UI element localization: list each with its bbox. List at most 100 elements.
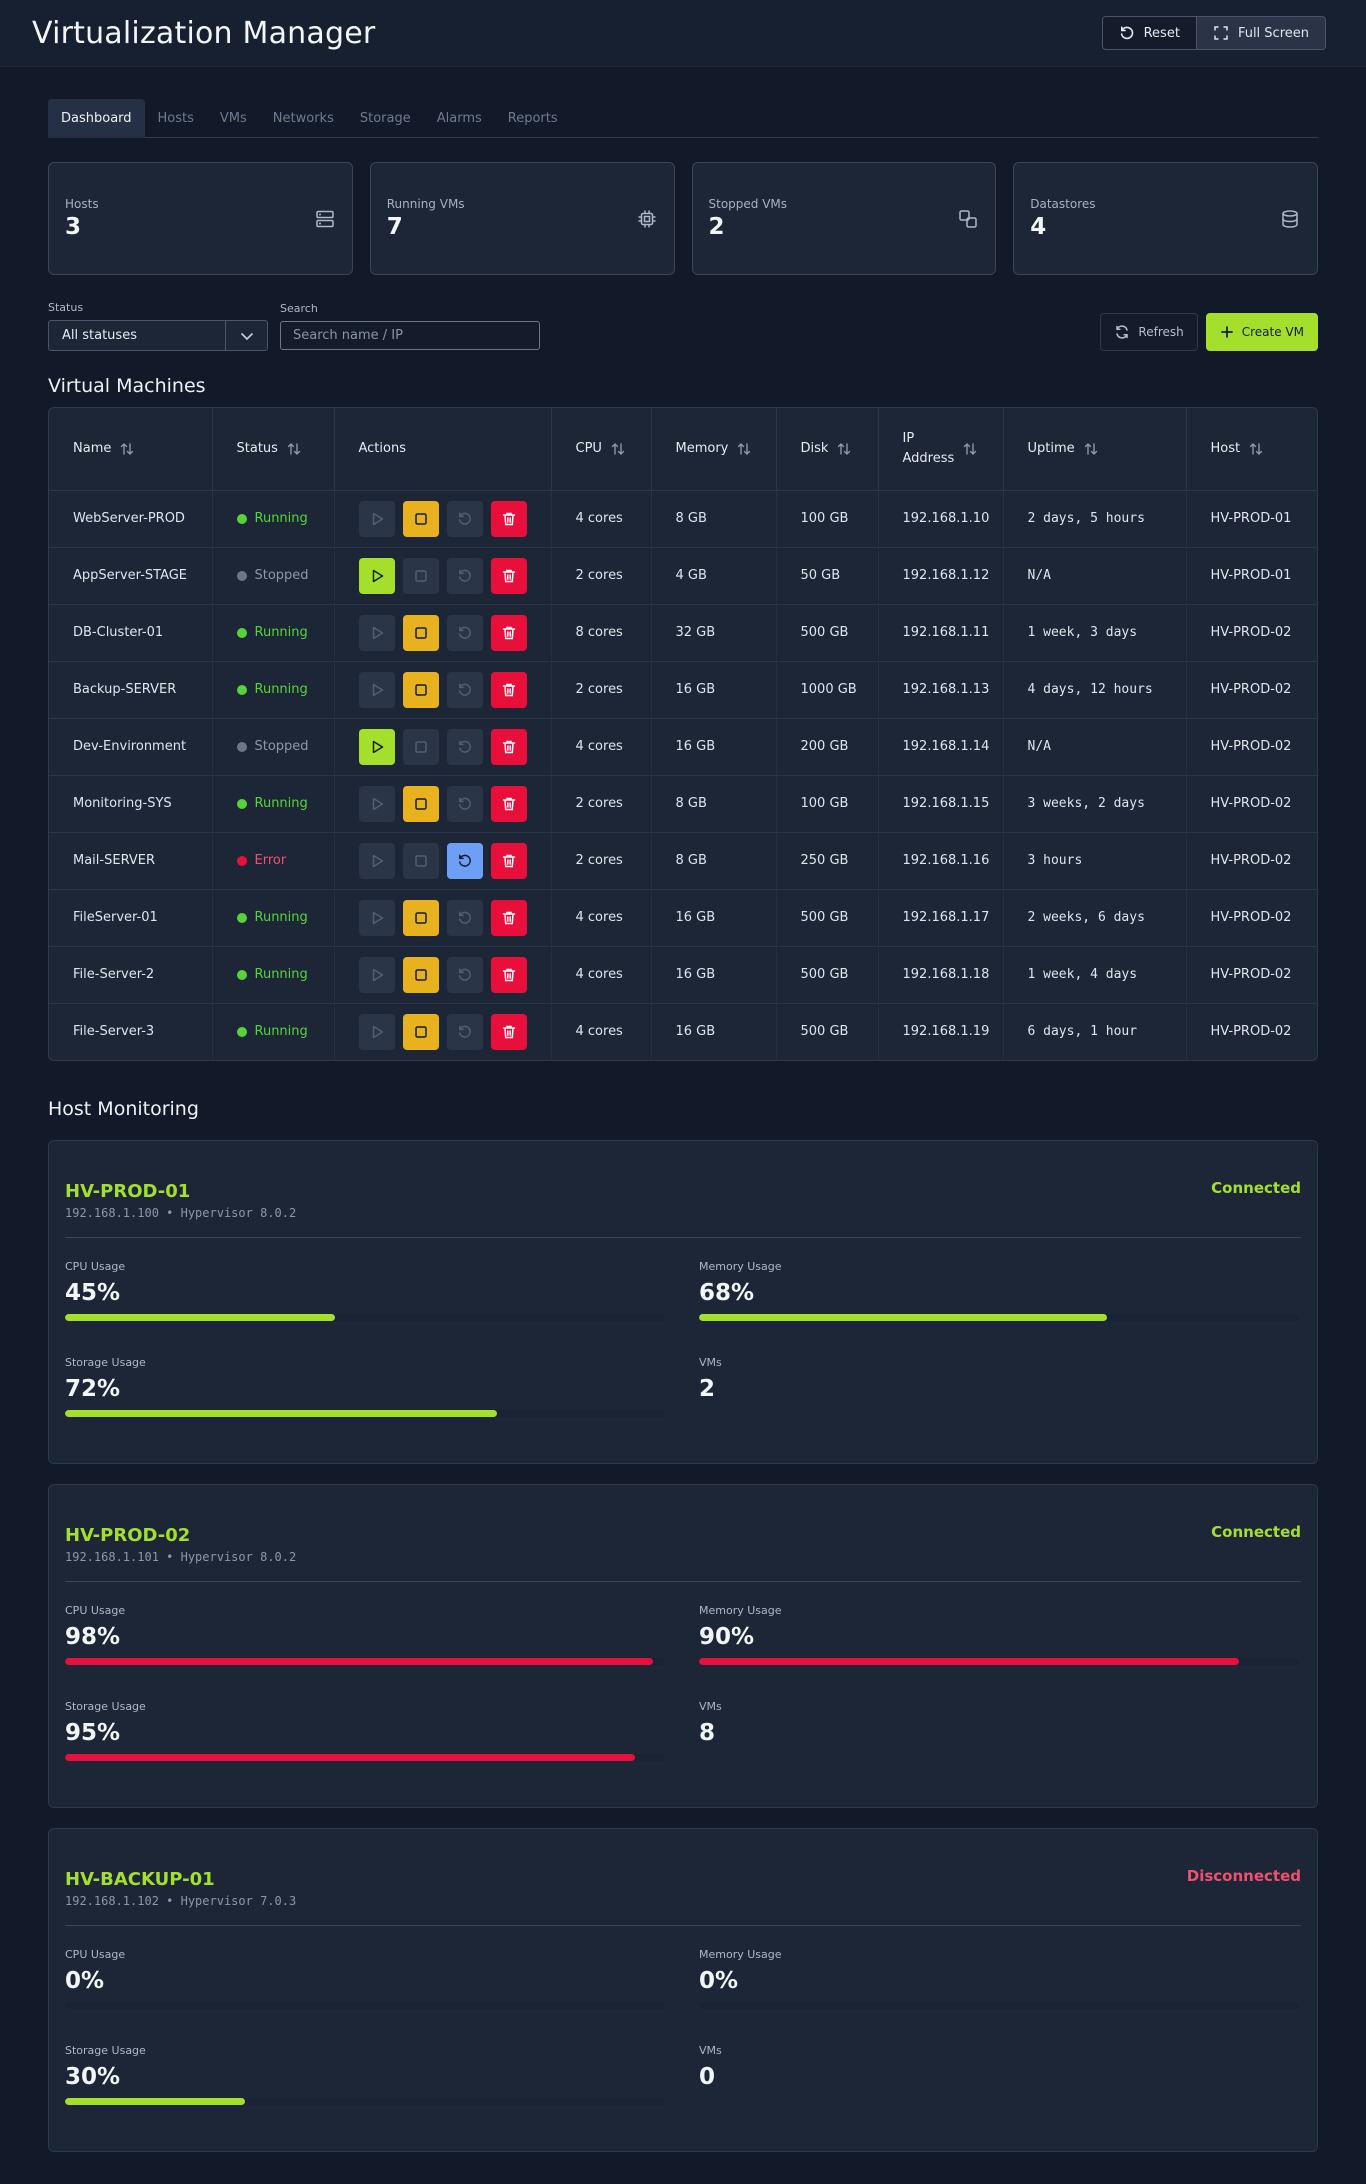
start-button[interactable] — [358, 671, 395, 708]
table-row[interactable]: File-Server-2 Running 4 cores 16 GB 500 GB 19… — [49, 946, 1317, 1004]
restart-button[interactable] — [446, 1013, 483, 1050]
metric-vms: VMs 0 — [699, 2044, 1299, 2090]
start-button[interactable] — [358, 1013, 395, 1050]
stop-button[interactable] — [402, 956, 439, 993]
start-button[interactable] — [358, 899, 395, 936]
delete-button[interactable] — [490, 785, 527, 822]
stat-cards: Hosts 3 Running VMs 7 Stopped VMs 2 Datastores… — [48, 162, 1318, 275]
delete-button[interactable] — [490, 557, 527, 594]
play-icon — [369, 796, 385, 812]
col-header-host[interactable]: Host — [1186, 408, 1317, 491]
delete-button[interactable] — [490, 956, 527, 993]
stop-button[interactable] — [402, 500, 439, 537]
table-row[interactable]: Backup-SERVER Running 2 cores 16 GB 1000 GB 1… — [49, 661, 1317, 719]
stop-button[interactable] — [402, 785, 439, 822]
table-row[interactable]: AppServer-STAGE Stopped 2 cores 4 GB 50 GB 19… — [49, 547, 1317, 605]
vm-name: AppServer-STAGE — [49, 547, 213, 605]
tab-reports[interactable]: Reports — [507, 111, 558, 126]
restart-button[interactable] — [446, 500, 483, 537]
stop-button[interactable] — [402, 557, 439, 594]
tab-storage[interactable]: Storage — [359, 111, 411, 126]
delete-button[interactable] — [490, 899, 527, 936]
tab-hosts[interactable]: Hosts — [157, 111, 194, 126]
tab-dashboard[interactable]: Dashboard — [48, 99, 145, 138]
tab-vms[interactable]: VMs — [219, 111, 247, 126]
col-header-name[interactable]: Name — [49, 408, 213, 491]
status-text: Running — [254, 967, 308, 982]
metric-value: 8 — [699, 1720, 716, 1746]
restart-button[interactable] — [446, 728, 483, 765]
stop-button[interactable] — [402, 728, 439, 765]
delete-button[interactable] — [490, 614, 527, 651]
restart-button[interactable] — [446, 671, 483, 708]
delete-button[interactable] — [490, 728, 527, 765]
table-row[interactable]: File-Server-3 Running 4 cores 16 GB 500 GB 19… — [49, 1003, 1317, 1060]
trash-icon — [501, 796, 517, 812]
vm-cpu: 4 cores — [551, 490, 652, 548]
vm-disk: 50 GB — [776, 547, 879, 605]
vm-memory: 32 GB — [651, 604, 777, 662]
table-row[interactable]: Dev-Environment Stopped 4 cores 16 GB 200 GB… — [49, 718, 1317, 776]
create-vm-button[interactable]: Create VM — [1205, 313, 1318, 351]
stat-value: 4 — [1030, 214, 1047, 240]
main-content: Dashboard Hosts VMs Networks Storage Alarms Re… — [0, 67, 1366, 2152]
fullscreen-button[interactable]: Full Screen — [1196, 16, 1326, 50]
host-card: HV-BACKUP-01 192.168.1.102 • Hypervisor 7… — [48, 1828, 1318, 2152]
status-dot — [236, 741, 247, 752]
host-meta: 192.168.1.100 • Hypervisor 8.0.2 — [65, 1206, 297, 1220]
table-row[interactable]: DB-Cluster-01 Running 8 cores 32 GB 500 GB 19… — [49, 604, 1317, 662]
start-button[interactable] — [358, 842, 395, 879]
stop-button[interactable] — [402, 671, 439, 708]
vm-ip: 192.168.1.18 — [878, 946, 1004, 1004]
play-icon — [369, 511, 385, 527]
start-button[interactable] — [358, 956, 395, 993]
sort-icon — [1084, 442, 1097, 455]
tab-alarms[interactable]: Alarms — [436, 111, 482, 126]
start-button[interactable] — [358, 785, 395, 822]
restart-button[interactable] — [446, 614, 483, 651]
delete-button[interactable] — [490, 1013, 527, 1050]
vm-ip: 192.168.1.15 — [878, 775, 1004, 833]
vm-memory: 16 GB — [651, 889, 777, 947]
col-header-ip[interactable]: IP Address — [878, 408, 1004, 491]
plus-icon — [1220, 326, 1233, 338]
vm-cpu: 8 cores — [551, 604, 652, 662]
table-row[interactable]: Monitoring-SYS Running 2 cores 8 GB 100 GB 19… — [49, 775, 1317, 833]
start-button[interactable] — [358, 500, 395, 537]
stop-button[interactable] — [402, 842, 439, 879]
stop-button[interactable] — [402, 614, 439, 651]
restart-button[interactable] — [446, 842, 483, 879]
table-row[interactable]: WebServer-PROD Running 4 cores 8 GB 100 GB 19… — [49, 490, 1317, 548]
restart-button[interactable] — [446, 899, 483, 936]
status-select[interactable]: All statuses — [48, 320, 268, 351]
col-header-cpu[interactable]: CPU — [551, 408, 652, 491]
stat-label: Datastores — [1030, 197, 1096, 211]
delete-button[interactable] — [490, 842, 527, 879]
tab-bar: Dashboard Hosts VMs Networks Storage Alarms Re… — [48, 99, 1318, 138]
refresh-button[interactable]: Refresh — [1100, 313, 1198, 351]
status-dot — [236, 1026, 247, 1037]
col-header-disk[interactable]: Disk — [776, 408, 879, 491]
restart-button[interactable] — [446, 785, 483, 822]
tab-networks[interactable]: Networks — [272, 111, 334, 126]
reset-button[interactable]: Reset — [1101, 16, 1197, 50]
col-header-memory[interactable]: Memory — [651, 408, 777, 491]
delete-button[interactable] — [490, 671, 527, 708]
table-row[interactable]: FileServer-01 Running 4 cores 16 GB 500 GB 19… — [49, 889, 1317, 947]
stop-button[interactable] — [402, 1013, 439, 1050]
progress-fill — [699, 1658, 1239, 1665]
col-header-status[interactable]: Status — [212, 408, 335, 491]
delete-button[interactable] — [490, 500, 527, 537]
metric-label: VMs — [699, 2044, 722, 2057]
sort-icon — [121, 442, 134, 455]
start-button[interactable] — [358, 557, 395, 594]
table-row[interactable]: Mail-SERVER Error 2 cores 8 GB 250 GB 192.168… — [49, 832, 1317, 890]
start-button[interactable] — [358, 614, 395, 651]
search-input[interactable]: Search name / IP — [280, 321, 540, 350]
stop-button[interactable] — [402, 899, 439, 936]
start-button[interactable] — [358, 728, 395, 765]
status-dot — [236, 627, 247, 638]
restart-button[interactable] — [446, 557, 483, 594]
col-header-uptime[interactable]: Uptime — [1003, 408, 1187, 491]
restart-button[interactable] — [446, 956, 483, 993]
